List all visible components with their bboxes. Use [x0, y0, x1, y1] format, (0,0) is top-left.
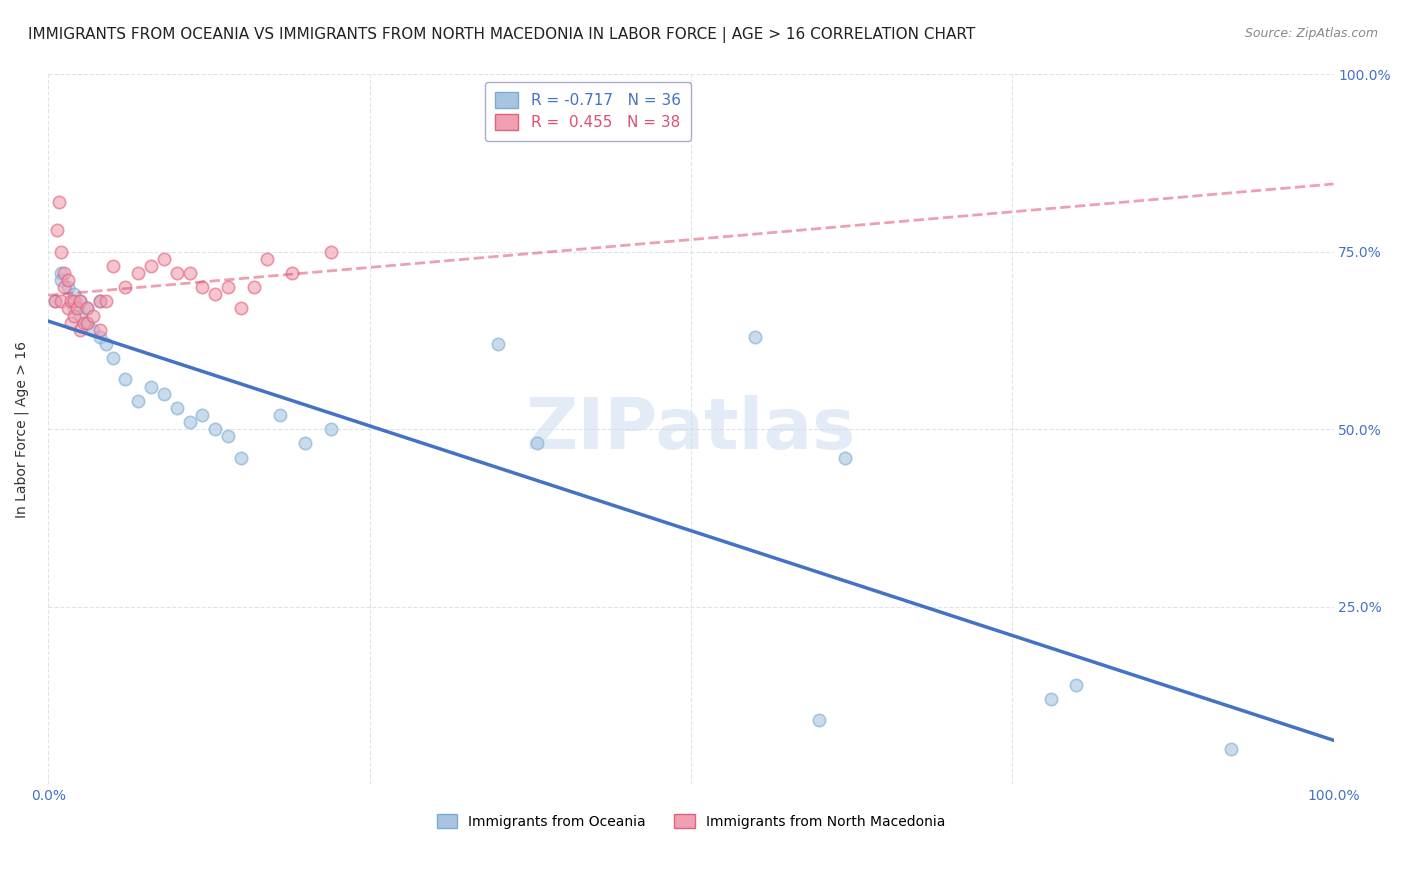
Point [526, 436, 548, 450]
Point [82, 309, 104, 323]
Point [127, 266, 149, 280]
Point [89, 294, 111, 309]
Point [153, 386, 176, 401]
Point [49, 273, 72, 287]
Point [191, 280, 214, 294]
Point [281, 266, 304, 280]
Point [48, 194, 70, 209]
Point [49, 294, 72, 309]
Point [76, 301, 98, 316]
Point [229, 450, 252, 465]
Point [49, 244, 72, 259]
Point [63, 301, 86, 316]
Point [217, 429, 239, 443]
Point [114, 372, 136, 386]
Text: ZIPatlas: ZIPatlas [526, 394, 856, 464]
Point [56, 301, 79, 316]
Point [94, 294, 117, 309]
Point [56, 280, 79, 294]
Point [204, 287, 226, 301]
Point [1219, 742, 1241, 756]
Point [46, 223, 69, 237]
Point [153, 252, 176, 266]
Point [179, 415, 201, 429]
Point [319, 422, 342, 436]
Point [63, 309, 86, 323]
Point [82, 323, 104, 337]
Point [294, 436, 316, 450]
Text: Source: ZipAtlas.com: Source: ZipAtlas.com [1244, 27, 1378, 40]
Point [69, 309, 91, 323]
Point [73, 316, 96, 330]
Point [834, 450, 856, 465]
Point [1066, 678, 1088, 692]
Point [76, 316, 98, 330]
Point [139, 379, 162, 393]
Point [269, 408, 291, 422]
Point [65, 301, 87, 316]
Point [256, 252, 278, 266]
Point [217, 280, 239, 294]
Point [52, 280, 75, 294]
Point [114, 280, 136, 294]
Point [89, 323, 111, 337]
Point [127, 393, 149, 408]
Point [44, 294, 66, 309]
Y-axis label: In Labor Force | Age > 16: In Labor Force | Age > 16 [15, 341, 30, 517]
Point [60, 294, 83, 309]
Point [808, 714, 831, 728]
Point [49, 266, 72, 280]
Point [1039, 692, 1062, 706]
Point [101, 351, 124, 366]
Point [486, 337, 509, 351]
Point [56, 273, 79, 287]
Point [60, 316, 83, 330]
Point [166, 266, 188, 280]
Point [69, 294, 91, 309]
Point [89, 294, 111, 309]
Point [69, 294, 91, 309]
Point [319, 244, 342, 259]
Legend: Immigrants from Oceania, Immigrants from North Macedonia: Immigrants from Oceania, Immigrants from… [432, 808, 950, 834]
Point [101, 259, 124, 273]
Point [229, 301, 252, 316]
Point [243, 280, 266, 294]
Point [166, 401, 188, 415]
Point [191, 408, 214, 422]
Point [139, 259, 162, 273]
Point [204, 422, 226, 436]
Point [89, 330, 111, 344]
Point [52, 266, 75, 280]
Point [94, 337, 117, 351]
Point [76, 301, 98, 316]
Point [63, 287, 86, 301]
Point [744, 330, 766, 344]
Point [44, 294, 66, 309]
Point [63, 294, 86, 309]
Point [69, 323, 91, 337]
Text: IMMIGRANTS FROM OCEANIA VS IMMIGRANTS FROM NORTH MACEDONIA IN LABOR FORCE | AGE : IMMIGRANTS FROM OCEANIA VS IMMIGRANTS FR… [28, 27, 976, 43]
Point [179, 266, 201, 280]
Point [76, 316, 98, 330]
